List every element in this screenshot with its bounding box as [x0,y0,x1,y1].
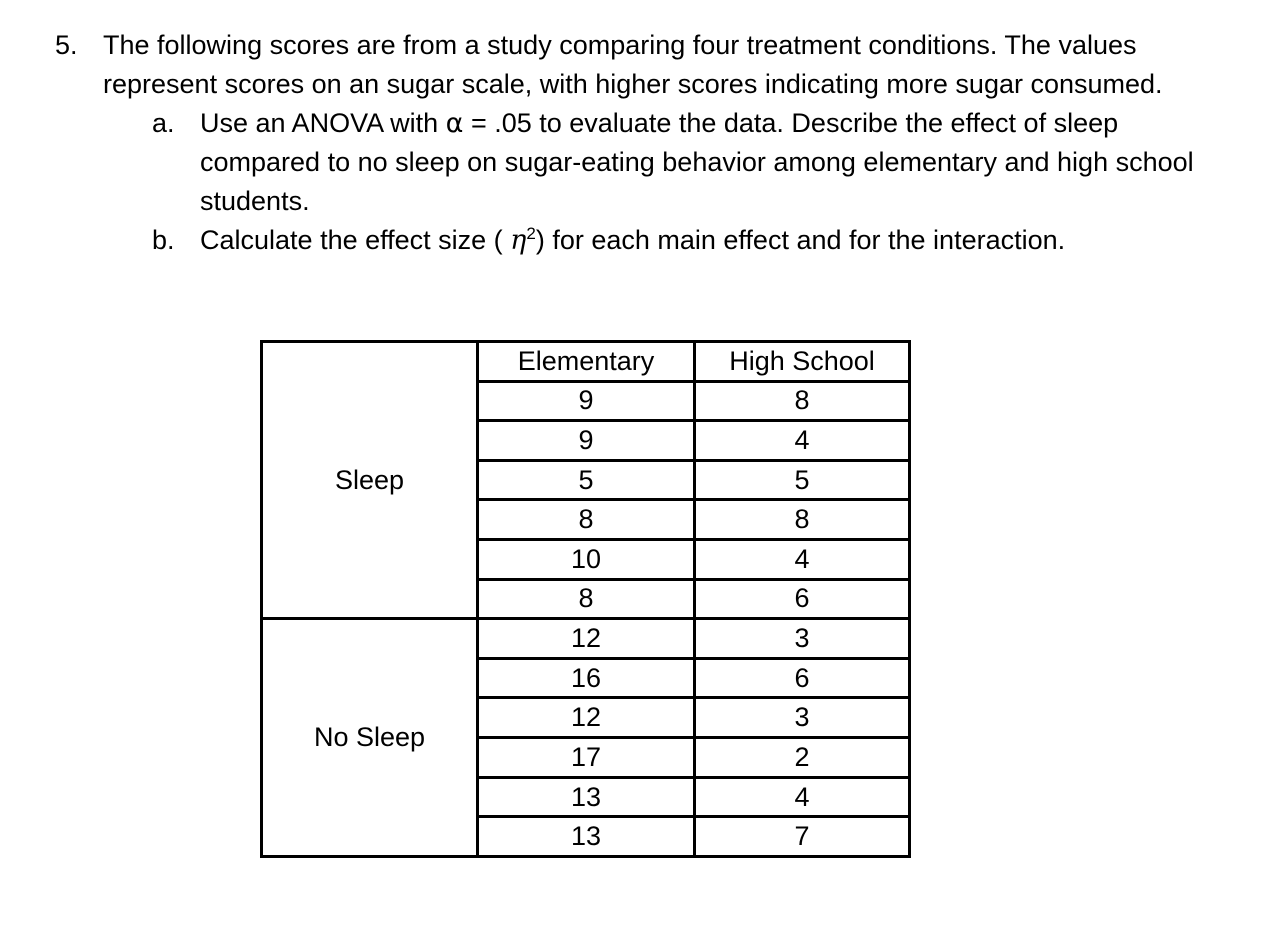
score-cell-high-school: 2 [693,736,911,779]
part-a-text: Use an ANOVA with α = .05 to evaluate th… [200,104,1215,221]
score-cell-high-school: 4 [693,419,911,462]
problem-statement: The following scores are from a study co… [103,30,1163,99]
table-row: 17 2 [262,736,911,779]
table-row: 9 8 [262,379,911,423]
column-header-high-school: High School [693,340,911,383]
score-cell-high-school: 3 [693,617,911,660]
table-row: 10 4 [262,538,911,581]
problem-part-a: a. Use an ANOVA with α = .05 to evaluate… [0,104,1215,221]
score-cell-high-school: 3 [693,696,911,740]
score-cell-elementary: 5 [476,458,696,502]
score-cell-elementary: 8 [476,498,696,542]
score-cell-high-school: 6 [693,577,911,621]
problem-5: 5. The following scores are from a study… [0,26,1215,104]
part-b-marker: b. [152,225,175,255]
part-a-text-before: Use an ANOVA with [200,108,446,138]
score-cell-high-school: 4 [693,538,911,581]
row-group-label-no-sleep: No Sleep [260,617,479,858]
part-b-text-after: ) for each main effect and for the inter… [535,225,1066,255]
table-row: 16 6 [262,656,911,700]
score-cell-elementary: 12 [476,617,696,660]
table-row: 5 5 [262,458,911,502]
score-cell-high-school: 7 [693,815,911,858]
table-row: 8 8 [262,498,911,542]
part-b-text: Calculate the effect size ( η2) for each… [200,221,1215,260]
score-cell-elementary: 12 [476,696,696,740]
table-row: 13 4 [262,775,911,819]
score-cell-high-school: 6 [693,656,911,700]
score-cell-high-school: 5 [693,458,911,502]
part-a-marker: a. [152,108,175,138]
scores-table: Sleep Elementary High School 9 8 9 4 5 5… [260,339,911,858]
score-cell-elementary: 16 [476,656,696,700]
table-row: 8 6 [262,577,911,621]
score-cell-elementary: 9 [476,379,696,423]
eta-exponent: 2 [526,224,536,243]
score-cell-elementary: 8 [476,577,696,621]
column-header-elementary: Elementary [476,340,696,383]
score-cell-elementary: 9 [476,419,696,462]
problem-number: 5. [55,30,78,60]
part-a-text-after: = .05 to evaluate the data. Describe the… [200,108,1194,216]
table-header-row: Sleep Elementary High School [260,339,911,621]
table-row: 13 7 [262,815,911,858]
score-cell-high-school: 8 [693,379,911,423]
score-cell-elementary: 17 [476,736,696,779]
score-cell-elementary: 10 [476,538,696,581]
problem-part-b: b. Calculate the effect size ( η2) for e… [0,221,1215,260]
table-row: 9 4 [262,419,911,462]
score-cell-high-school: 8 [693,498,911,542]
score-cell-elementary: 13 [476,775,696,819]
table-row: 12 3 [262,696,911,740]
score-cell-high-school: 4 [693,775,911,819]
row-group-label-sleep: Sleep [260,339,479,621]
eta-symbol: η [510,225,527,256]
table-row: No Sleep 12 3 [260,617,911,858]
problem-text-block: 5. The following scores are from a study… [0,26,1215,260]
part-b-text-before: Calculate the effect size ( [200,225,511,255]
score-cell-elementary: 13 [476,815,696,858]
alpha-symbol: α [445,108,464,139]
